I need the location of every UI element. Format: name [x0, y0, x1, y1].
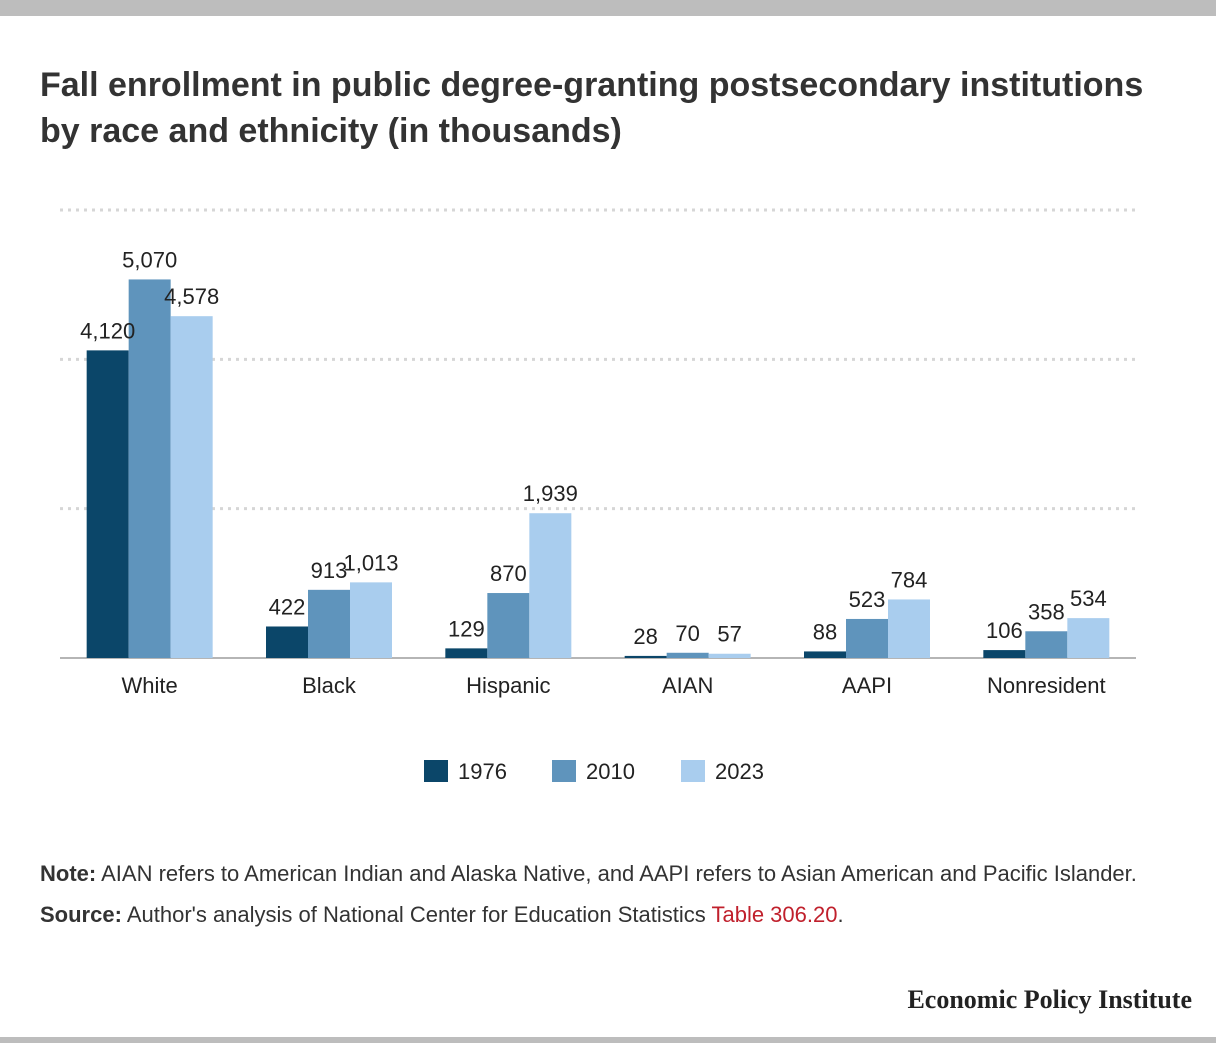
bar-nonresident-2010 [1025, 631, 1068, 658]
bar-white-2023 [170, 316, 213, 658]
category-label: AIAN [662, 673, 713, 698]
bar-hispanic-1976 [445, 648, 488, 658]
category-label: Nonresident [987, 673, 1106, 698]
gridlines [60, 208, 1136, 659]
bar-aapi-2010 [846, 618, 888, 658]
value-label: 784 [891, 567, 928, 592]
source-label: Source: [40, 902, 122, 927]
legend-label: 2023 [715, 759, 764, 784]
chart-title: Fall enrollment in public degree-grantin… [40, 66, 1144, 150]
value-label: 88 [813, 619, 837, 644]
legend-swatch-1976 [424, 760, 448, 782]
note-text: AIAN refers to American Indian and Alask… [96, 861, 1137, 886]
bar-nonresident-2023 [1067, 618, 1110, 658]
value-label: 4,120 [80, 318, 135, 343]
bar-aian-1976 [624, 655, 667, 658]
bottom-border [0, 1037, 1216, 1043]
brand-logo: Economic Policy Institute [907, 985, 1192, 1014]
value-label: 129 [448, 616, 485, 641]
value-label: 1,013 [343, 550, 398, 575]
bar-black-1976 [266, 626, 308, 658]
category-label: White [122, 673, 178, 698]
category-label: AAPI [842, 673, 892, 698]
bar-black-2023 [350, 582, 392, 658]
category-labels: White Black Hispanic AIAN AAPI Nonresident [122, 673, 1106, 698]
legend-label: 2010 [586, 759, 635, 784]
bar-aapi-2023 [888, 599, 930, 658]
source-end: . [837, 902, 844, 927]
bar-aian-2010 [666, 652, 709, 658]
value-label: 534 [1070, 586, 1107, 611]
value-label: 358 [1028, 599, 1065, 624]
bars [86, 279, 1110, 658]
category-label: Hispanic [466, 673, 550, 698]
value-label: 1,939 [523, 481, 578, 506]
value-label: 523 [849, 587, 886, 612]
bar-white-2010 [128, 279, 171, 658]
value-label: 57 [717, 622, 741, 647]
bar-hispanic-2010 [487, 593, 530, 658]
value-label: 870 [490, 561, 527, 586]
bar-nonresident-1976 [983, 650, 1026, 658]
bar-black-2010 [308, 589, 350, 658]
value-label: 70 [675, 621, 699, 646]
value-label: 913 [311, 558, 348, 583]
value-label: 28 [633, 624, 657, 649]
note-line: Note: AIAN refers to American Indian and… [40, 857, 1160, 890]
bar-hispanic-2023 [529, 513, 572, 658]
value-label: 422 [269, 594, 306, 619]
category-label: Black [302, 673, 357, 698]
value-label: 106 [986, 618, 1023, 643]
notes: Note: AIAN refers to American Indian and… [40, 857, 1160, 939]
legend-swatch-2010 [552, 760, 576, 782]
legend-label: 1976 [458, 759, 507, 784]
legend: 1976 2010 2023 [424, 759, 764, 784]
bar-white-1976 [86, 350, 129, 658]
bar-aian-2023 [708, 653, 751, 658]
note-label: Note: [40, 861, 97, 886]
legend-swatch-2023 [681, 760, 705, 782]
source-text: Author's analysis of National Center for… [121, 902, 712, 927]
value-label: 4,578 [164, 284, 219, 309]
top-border [0, 0, 1216, 16]
bar-aapi-1976 [804, 651, 846, 658]
source-link[interactable]: Table 306.20 [711, 902, 838, 927]
source-line: Source: Author's analysis of National Ce… [40, 898, 1160, 931]
value-label: 5,070 [122, 247, 177, 272]
